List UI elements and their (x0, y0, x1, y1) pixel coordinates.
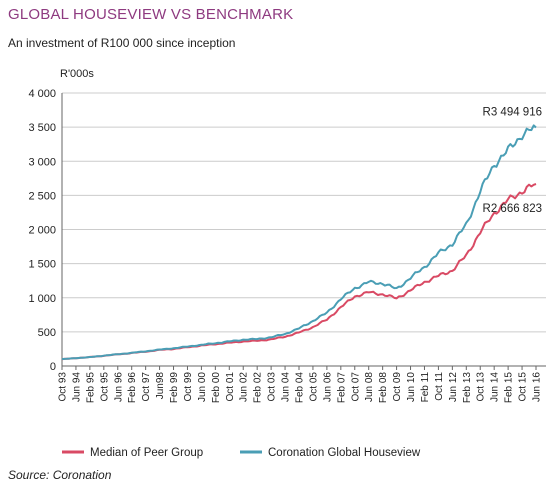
x-tick-label: Feb 02 (253, 372, 264, 404)
chart-title: GLOBAL HOUSEVIEW VS BENCHMARK (8, 6, 294, 23)
x-tick-label: Feb 00 (211, 372, 222, 404)
x-tick-label: Oct 97 (141, 372, 152, 402)
y-tick-label: 2 000 (28, 225, 56, 237)
x-tick-label: Jun 00 (197, 372, 208, 402)
end-value-label: R2 666 823 (483, 203, 542, 215)
x-tick-label: Oct 11 (434, 372, 445, 401)
legend: Median of Peer Group Coronation Global Ho… (62, 447, 421, 459)
series-line-peer-group (61, 183, 537, 361)
y-axis-ticks: 0 500 1 000 1 500 2 000 2 500 3 000 3 500 4 000 (28, 88, 56, 373)
x-tick-label: Feb 96 (127, 372, 138, 404)
end-value-labels: R2 666 823 R3 494 916 (483, 106, 542, 215)
x-tick-label: Oct 95 (99, 372, 110, 402)
x-tick-label: Jun98 (155, 372, 166, 400)
y-tick-label: 1 000 (28, 293, 56, 305)
legend-label: Median of Peer Group (90, 447, 203, 459)
gridlines (61, 92, 546, 367)
y-tick-label: 0 (50, 361, 56, 373)
series-lines (61, 124, 537, 361)
chart-subtitle: An investment of R100 000 since inceptio… (8, 36, 236, 50)
x-tick-label: Oct 99 (183, 372, 194, 402)
x-tick-label: Feb 04 (295, 372, 306, 404)
x-tick-label: Oct 09 (392, 372, 403, 402)
x-tick-label: Feb 13 (462, 372, 473, 404)
x-tick-label: Jun 06 (322, 372, 333, 402)
x-tick-label: Feb 07 (336, 372, 347, 404)
x-tick-label: Jun 96 (113, 372, 124, 402)
x-tick-label: Oct 07 (350, 372, 361, 402)
y-tick-label: 1 500 (28, 259, 56, 271)
y-tick-label: 2 500 (28, 190, 56, 202)
series-line-houseview (61, 124, 537, 361)
x-tick-label: Feb 11 (420, 372, 431, 403)
x-tick-label: Oct 05 (308, 372, 319, 402)
y-tick-label: 3 000 (28, 156, 56, 168)
x-tick-label: Jun 94 (71, 372, 82, 402)
x-tick-label: Feb 95 (85, 372, 96, 404)
x-tick-label: Jun 14 (490, 372, 501, 402)
x-tick-label: Oct 13 (476, 372, 487, 402)
y-tick-label: 3 500 (28, 122, 56, 134)
x-tick-label: Jun 04 (281, 372, 292, 402)
x-axis-ticks: Oct 93 Jun 94 Feb 95 Oct 95 Jun 96 Feb 96 Oct … (58, 366, 543, 403)
x-tick-label: Feb 08 (378, 372, 389, 404)
x-tick-label: Oct 93 (58, 372, 69, 402)
y-axis-label: R'000s (60, 68, 94, 80)
x-tick-label: Oct 15 (518, 372, 529, 402)
x-tick-label: Feb 15 (504, 372, 515, 404)
legend-label: Coronation Global Houseview (268, 447, 421, 459)
y-tick-label: 4 000 (28, 88, 56, 100)
x-tick-label: Jun 10 (406, 372, 417, 402)
x-tick-label: Jun 12 (448, 372, 459, 402)
x-tick-label: Oct 03 (267, 372, 278, 402)
y-tick-label: 500 (38, 327, 56, 339)
source-note: Source: Coronation (8, 468, 112, 482)
end-value-label: R3 494 916 (483, 106, 542, 118)
x-tick-label: Feb 99 (169, 372, 180, 404)
x-tick-label: Jun 02 (239, 372, 250, 402)
x-tick-label: Jun 16 (532, 372, 543, 402)
x-tick-label: Oct 01 (225, 372, 236, 402)
x-tick-label: Jun 08 (364, 372, 375, 402)
